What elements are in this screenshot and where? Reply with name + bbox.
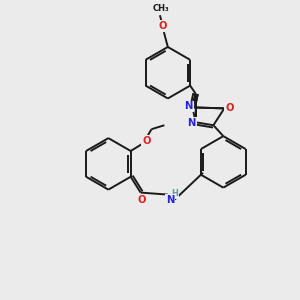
- Text: CH₃: CH₃: [153, 4, 169, 13]
- Text: N: N: [188, 118, 196, 128]
- Text: N: N: [184, 101, 193, 111]
- Text: O: O: [142, 136, 151, 146]
- Text: O: O: [159, 21, 167, 31]
- Text: H: H: [171, 189, 178, 198]
- Text: N: N: [166, 194, 174, 205]
- Text: O: O: [225, 103, 233, 113]
- Text: O: O: [137, 194, 146, 205]
